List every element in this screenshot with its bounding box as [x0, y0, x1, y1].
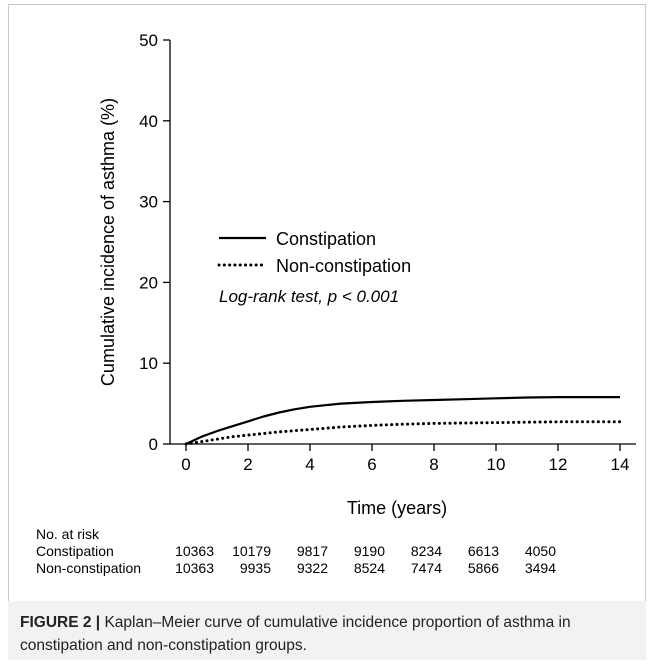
risk-value: 10363 [175, 560, 214, 576]
caption-text: Kaplan–Meier curve of cumulative inciden… [20, 614, 571, 654]
legend-label-constipation: Constipation [276, 229, 376, 249]
series-layer [184, 396, 622, 446]
risk-value: 9190 [353, 543, 385, 559]
y-tick-label: 0 [149, 435, 158, 454]
legend: Constipation Non-constipation [217, 229, 411, 276]
y-tick-label: 50 [139, 31, 158, 50]
caption-label: FIGURE 2 | [20, 614, 101, 631]
y-tick-label: 30 [139, 193, 158, 212]
y-tick-label: 40 [139, 112, 158, 131]
risk-value: 5866 [467, 560, 499, 576]
x-tick-label: 2 [243, 455, 252, 474]
risk-value: 7474 [410, 560, 442, 576]
x-tick-label: 0 [181, 455, 190, 474]
y-tick-label: 10 [139, 354, 158, 373]
series-line-non-constipation [184, 420, 622, 446]
risk-value: 4050 [524, 543, 556, 559]
risk-value: 3494 [524, 560, 556, 576]
series-line-constipation [185, 396, 620, 445]
risk-value: 8524 [353, 560, 385, 576]
risk-value: 9817 [296, 543, 328, 559]
y-tick-label: 20 [139, 273, 158, 292]
x-axis-title: Time (years) [347, 498, 447, 518]
risk-table-title: No. at risk [36, 526, 100, 542]
figure-caption: FIGURE 2 | Kaplan–Meier curve of cumulat… [8, 601, 646, 660]
x-tick-label: 8 [429, 455, 438, 474]
y-axis-title: Cumulative incidence of asthma (%) [98, 98, 118, 386]
x-tick-label: 10 [487, 455, 506, 474]
risk-value: 8234 [410, 543, 442, 559]
x-tick-label: 12 [549, 455, 568, 474]
risk-value: 9322 [296, 560, 328, 576]
risk-value: 10363 [175, 543, 214, 559]
x-tick-label: 6 [367, 455, 376, 474]
legend-label-non-constipation: Non-constipation [276, 256, 411, 276]
risk-row-label: Constipation [36, 543, 114, 559]
risk-value: 6613 [467, 543, 499, 559]
logrank-annotation: Log-rank test, p < 0.001 [219, 287, 399, 306]
risk-value: 9935 [239, 560, 271, 576]
risk-value: 10179 [232, 543, 271, 559]
x-tick-label: 4 [305, 455, 314, 474]
axes: 0 10 20 30 40 50 0 2 4 6 8 10 12 14 [139, 31, 636, 474]
km-chart: 0 10 20 30 40 50 0 2 4 6 8 10 12 14 Constipation Non-… [98, 31, 636, 518]
x-tick-label: 14 [611, 455, 630, 474]
risk-row-label: Non-constipation [36, 560, 142, 576]
